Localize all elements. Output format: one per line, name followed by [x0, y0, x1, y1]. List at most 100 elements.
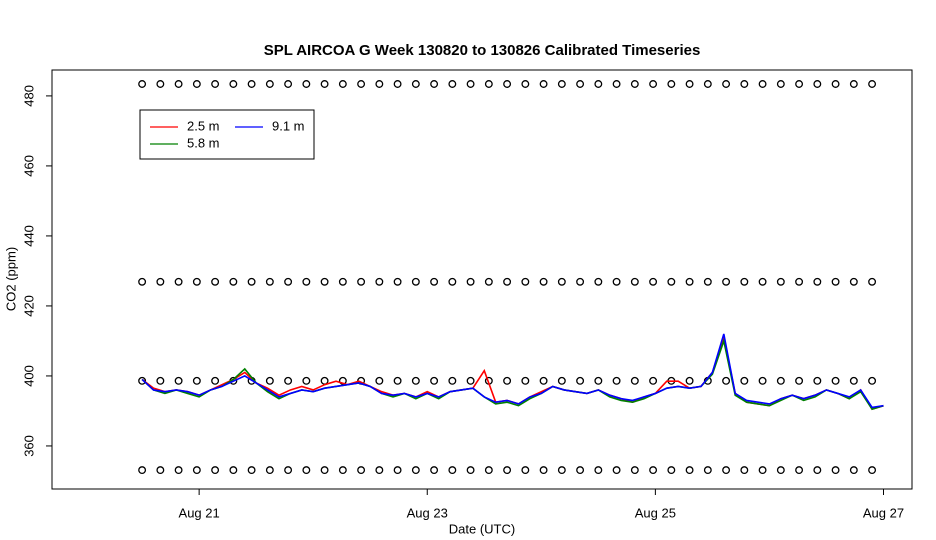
calibration-point — [247, 80, 256, 88]
calibration-point — [229, 80, 238, 88]
calibration-point — [722, 466, 731, 475]
calibration-point — [174, 80, 183, 88]
calibration-point — [411, 277, 420, 286]
calibration-point — [156, 80, 165, 88]
calibration-point — [849, 466, 858, 475]
calibration-point — [758, 466, 767, 475]
calibration-point — [868, 376, 877, 385]
calibration-point — [612, 376, 621, 385]
calibration-point — [594, 277, 603, 286]
calibration-point — [320, 80, 329, 88]
x-axis-label: Date (UTC) — [449, 521, 515, 536]
calibration-point — [776, 277, 785, 286]
calibration-point — [649, 277, 658, 286]
calibration-point — [320, 277, 329, 286]
calibration-point — [156, 277, 165, 286]
calibration-point — [831, 277, 840, 286]
calibration-point — [521, 80, 530, 88]
x-tick-label: Aug 23 — [407, 505, 448, 520]
calibration-point — [612, 466, 621, 475]
calibration-point — [156, 466, 165, 475]
legend-label: 9.1 m — [272, 118, 305, 133]
calibration-point — [229, 466, 238, 475]
calibration-point — [868, 466, 877, 475]
calibration-point — [557, 80, 566, 88]
calibration-point — [302, 80, 311, 88]
calibration-point — [630, 376, 639, 385]
y-tick-label: 360 — [21, 435, 36, 457]
calibration-point — [375, 80, 384, 88]
x-tick-label: Aug 21 — [179, 505, 220, 520]
calibration-point — [612, 80, 621, 88]
series-line — [141, 337, 884, 411]
calibration-point — [649, 80, 658, 88]
calibration-point — [192, 277, 201, 286]
calibration-point — [539, 80, 548, 88]
calibration-point — [393, 466, 402, 475]
calibration-point — [685, 80, 694, 88]
calibration-point — [503, 277, 512, 286]
calibration-point — [192, 466, 201, 475]
calibration-point — [576, 277, 585, 286]
calibration-point — [448, 466, 457, 475]
calibration-point — [211, 277, 220, 286]
calibration-point — [484, 277, 493, 286]
calibration-point — [411, 80, 420, 88]
calibration-point — [229, 277, 238, 286]
calibration-point — [776, 376, 785, 385]
calibration-point — [740, 80, 749, 88]
calibration-point — [868, 80, 877, 88]
calibration-point — [740, 466, 749, 475]
calibration-point — [594, 466, 603, 475]
calibration-point — [703, 80, 712, 88]
calibration-point — [338, 277, 347, 286]
calibration-point — [211, 466, 220, 475]
calibration-point — [265, 376, 274, 385]
legend-label: 5.8 m — [187, 135, 220, 150]
calibration-point — [813, 466, 822, 475]
calibration-point — [594, 376, 603, 385]
series-line — [141, 333, 884, 409]
x-tick-label: Aug 25 — [635, 505, 676, 520]
calibration-point — [247, 277, 256, 286]
calibration-point — [539, 376, 548, 385]
calibration-point — [411, 376, 420, 385]
calibration-point — [138, 80, 147, 88]
calibration-point — [284, 376, 293, 385]
calibration-point — [813, 277, 822, 286]
calibration-point — [484, 466, 493, 475]
calibration-point — [795, 466, 804, 475]
calibration-point — [265, 80, 274, 88]
calibration-point — [813, 376, 822, 385]
calibration-point — [430, 466, 439, 475]
calibration-point — [557, 277, 566, 286]
calibration-point — [357, 80, 366, 88]
calibration-point — [612, 277, 621, 286]
calibration-point — [685, 277, 694, 286]
calibration-point — [302, 466, 311, 475]
calibration-point — [192, 376, 201, 385]
calibration-point — [357, 277, 366, 286]
calibration-point — [703, 466, 712, 475]
calibration-point — [776, 466, 785, 475]
legend-label: 2.5 m — [187, 118, 220, 133]
calibration-point — [284, 80, 293, 88]
calibration-point — [466, 277, 475, 286]
calibration-point — [795, 277, 804, 286]
calibration-point — [667, 466, 676, 475]
calibration-point — [722, 80, 731, 88]
calibration-point — [503, 466, 512, 475]
calibration-point — [831, 466, 840, 475]
calibration-point — [174, 466, 183, 475]
calibration-point — [649, 466, 658, 475]
calibration-point — [393, 376, 402, 385]
calibration-point — [649, 376, 658, 385]
calibration-point — [174, 277, 183, 286]
calibration-point — [375, 466, 384, 475]
calibration-point — [576, 466, 585, 475]
calibration-point — [813, 80, 822, 88]
calibration-point — [338, 466, 347, 475]
calibration-point — [430, 80, 439, 88]
calibration-point — [758, 80, 767, 88]
